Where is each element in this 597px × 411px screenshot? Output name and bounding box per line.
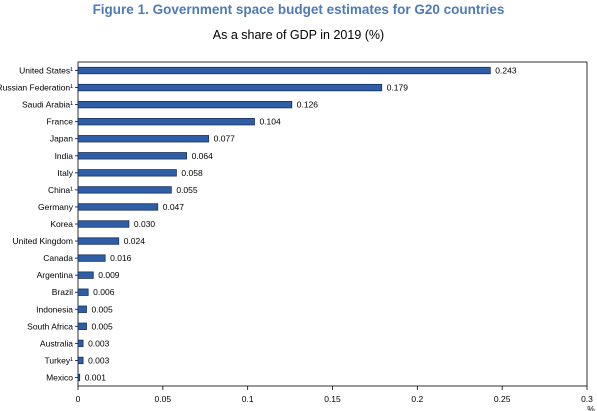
category-label: China¹: [48, 185, 73, 195]
x-tick-label: 0.1: [242, 394, 254, 404]
value-label: 0.005: [91, 321, 113, 331]
category-label: Mexico: [46, 372, 73, 382]
bar: [77, 288, 89, 296]
category-label: Saudi Arabia¹: [22, 100, 73, 110]
chart-title: Figure 1. Government space budget estima…: [92, 2, 505, 17]
category-label: Russian Federation¹: [0, 83, 73, 93]
value-label: 0.077: [214, 134, 236, 144]
category-label: Korea: [50, 219, 73, 229]
category-label: South Africa: [27, 321, 73, 331]
value-label: 0.003: [88, 338, 110, 348]
category-label: United States¹: [19, 66, 73, 76]
value-label: 0.009: [98, 270, 120, 280]
bar: [77, 271, 94, 279]
value-label: 0.016: [110, 253, 132, 263]
value-label: 0.058: [181, 168, 203, 178]
value-label: 0.001: [85, 372, 107, 382]
bar: [77, 339, 84, 348]
x-tick-label: 0.15: [324, 394, 341, 404]
x-tick-label: 0.3: [581, 394, 593, 404]
category-label: Italy: [57, 168, 73, 178]
bar: [77, 135, 210, 143]
bar: [77, 203, 159, 211]
chart-subtitle: As a share of GDP in 2019 (%): [212, 28, 385, 42]
bar: [77, 220, 130, 228]
bar: [77, 356, 84, 365]
category-label: Japan: [50, 134, 73, 144]
value-label: 0.030: [134, 219, 156, 229]
category-label: Australia: [40, 338, 73, 348]
value-label: 0.064: [192, 151, 214, 161]
category-label: Indonesia: [36, 304, 73, 314]
bar: [77, 169, 177, 177]
value-label: 0.024: [124, 236, 146, 246]
value-label: 0.055: [176, 185, 198, 195]
x-unit-label: %: [587, 404, 595, 411]
category-label: Canada: [43, 253, 73, 263]
value-label: 0.104: [259, 117, 281, 127]
value-label: 0.006: [93, 287, 115, 297]
bar: [77, 305, 87, 313]
category-label: India: [55, 151, 74, 161]
bar: [77, 100, 293, 109]
x-tick-label: 0.05: [155, 394, 172, 404]
value-label: 0.005: [91, 304, 113, 314]
value-label: 0.003: [88, 355, 110, 365]
category-label: Brazil: [52, 287, 73, 297]
bar: [77, 186, 172, 194]
bar: [77, 322, 87, 330]
x-tick-label: 0.2: [411, 394, 423, 404]
category-label: Germany: [38, 202, 74, 212]
bar: [77, 152, 187, 160]
value-label: 0.126: [297, 100, 319, 110]
value-label: 0.047: [163, 202, 185, 212]
bar: [77, 254, 106, 262]
category-label: United Kingdom: [13, 236, 73, 246]
category-label: Argentina: [37, 270, 74, 280]
bar: [77, 83, 383, 92]
bar: [77, 118, 255, 126]
x-tick-label: 0.25: [494, 394, 511, 404]
bar: [77, 237, 120, 245]
x-tick-label: 0: [76, 394, 81, 404]
category-label: Turkey¹: [45, 355, 74, 365]
bar: [77, 373, 81, 382]
value-label: 0.179: [387, 83, 409, 93]
value-label: 0.243: [495, 66, 517, 76]
bar: [77, 66, 491, 75]
category-label: France: [47, 117, 74, 127]
